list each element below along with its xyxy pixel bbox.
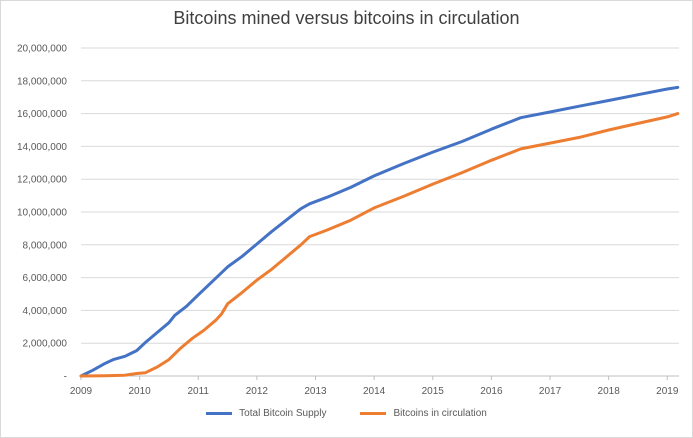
y-tick-label: 4,000,000 xyxy=(23,306,68,317)
x-tick-label: 2010 xyxy=(129,386,152,397)
x-tick-label: 2016 xyxy=(480,386,503,397)
y-tick-label: 6,000,000 xyxy=(23,273,68,284)
x-tick-label: 2017 xyxy=(539,386,562,397)
gridlines xyxy=(81,47,679,377)
y-tick-label: 20,000,000 xyxy=(17,44,67,55)
x-tick-label: 2012 xyxy=(246,386,269,397)
y-tick-label: 18,000,000 xyxy=(17,76,67,87)
y-tick-label: 2,000,000 xyxy=(23,339,68,350)
x-tick-label: 2015 xyxy=(422,386,445,397)
legend-swatch-blue xyxy=(206,412,233,415)
legend-swatch-orange xyxy=(360,412,387,415)
x-tick-label: 2009 xyxy=(70,386,93,397)
series-lines xyxy=(79,85,680,378)
y-tick-label: - xyxy=(64,372,67,383)
y-tick-label: 10,000,000 xyxy=(17,208,67,219)
x-tick-label: 2013 xyxy=(304,386,327,397)
x-tick-label: 2018 xyxy=(598,386,621,397)
series-line-total-supply xyxy=(79,85,680,378)
legend-item-circulation: Bitcoins in circulation xyxy=(360,408,487,419)
y-tick-label: 14,000,000 xyxy=(17,142,67,153)
legend-item-total-supply: Total Bitcoin Supply xyxy=(206,408,326,419)
series-line-circulation xyxy=(79,112,680,378)
x-tick-label: 2014 xyxy=(363,386,386,397)
y-tick-label: 12,000,000 xyxy=(17,175,67,186)
x-axis-ticks: 2009 2010 2011 2012 2013 2014 2015 2016 2017 2018… xyxy=(70,376,679,397)
y-tick-label: 8,000,000 xyxy=(23,240,68,251)
y-axis-ticks: - 2,000,000 4,000,000 6,000,000 8,000,000 10,… xyxy=(17,44,67,383)
x-tick-label: 2019 xyxy=(656,386,679,397)
x-tick-label: 2011 xyxy=(187,386,209,397)
y-tick-label: 16,000,000 xyxy=(17,109,67,120)
legend-label-circulation: Bitcoins in circulation xyxy=(393,408,487,419)
legend: Total Bitcoin Supply Bitcoins in circula… xyxy=(0,408,693,419)
legend-label-total-supply: Total Bitcoin Supply xyxy=(239,408,327,419)
chart-title: Bitcoins mined versus bitcoins in circul… xyxy=(173,8,520,28)
